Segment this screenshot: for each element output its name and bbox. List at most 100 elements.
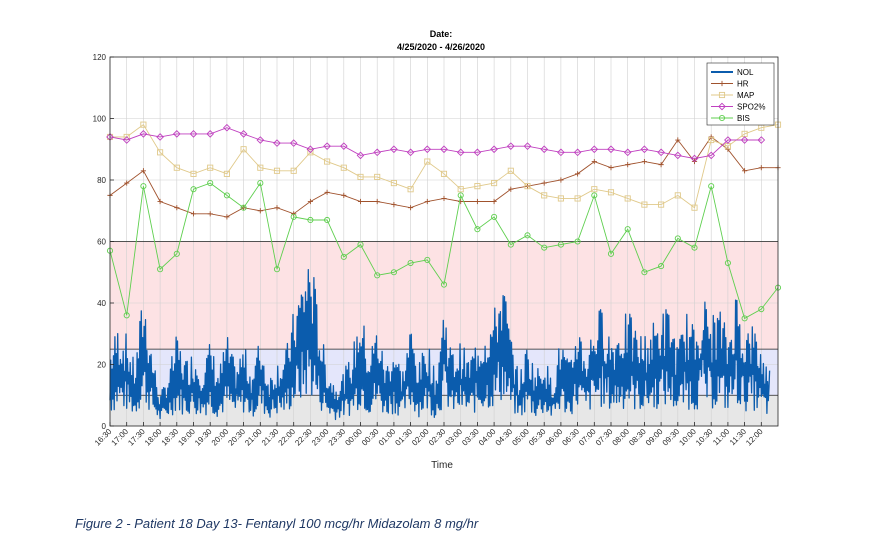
x-tick-label-1900: 19:00 [176,427,197,448]
x-tick-label-0200: 02:00 [410,427,431,448]
point-map-14 [340,164,347,171]
point-spo2-11 [289,139,298,147]
point-map-8 [240,146,247,153]
point-hr-26 [541,180,547,186]
x-tick-label-0700: 07:00 [577,427,598,448]
series-line-bis [109,181,779,320]
point-hr-3 [157,198,163,205]
point-hr-16 [374,198,380,205]
point-spo2-34 [673,151,682,160]
point-hr-39 [758,165,764,171]
legend-box [706,62,775,126]
point-map-16 [374,173,381,180]
point-spo2-28 [573,148,582,157]
point-hr-17 [391,202,397,208]
point-spo2-7 [223,123,231,132]
point-bis-35 [691,244,698,251]
series-map [106,121,782,211]
point-spo2-14 [339,142,348,151]
point-spo2-9 [256,136,265,144]
point-bis-5 [190,186,197,193]
x-tick-label-2130: 21:30 [260,427,281,448]
point-map-18 [407,186,414,193]
x-tick-label-1130: 11:30 [728,427,748,447]
x-tick-label-0130: 01:30 [393,427,414,448]
point-map-35 [691,204,698,211]
point-hr-12 [307,198,313,205]
x-tick-label-0830: 08:30 [627,427,648,448]
point-map-34 [674,192,681,199]
legend-marker-bis [718,114,726,122]
point-hr-14 [341,192,347,198]
point-hr-9 [257,208,263,214]
point-hr-15 [357,198,364,205]
point-map-24 [507,167,514,174]
legend-marker-map [718,91,726,99]
point-spo2-21 [456,148,465,157]
point-bis-38 [741,315,748,322]
y-tick-label-120: 120 [93,53,107,62]
point-bis-19 [424,256,431,264]
point-hr-11 [291,211,297,217]
point-bis-39 [758,306,765,313]
point-hr-38 [742,168,748,174]
x-tick-label-2300: 23:00 [310,427,331,448]
point-spo2-25 [523,142,532,151]
legend-marker-spo2 [718,102,726,111]
series-bis [106,180,782,322]
chart-title-line2: 4/25/2020 - 4/26/2020 [397,42,485,52]
point-spo2-24 [506,142,515,151]
point-hr-34 [675,137,681,143]
point-map-9 [257,164,264,171]
point-map-36 [708,136,715,144]
point-bis-26 [541,244,548,251]
point-hr-10 [274,205,280,211]
point-hr-24 [508,186,514,192]
series-line-map [110,123,779,209]
point-spo2-36 [707,151,716,160]
point-map-15 [357,173,364,180]
point-map-5 [190,170,197,177]
point-bis-15 [357,241,364,248]
point-hr-7 [224,214,230,220]
x-tick-label-1800: 18:00 [143,427,164,448]
point-bis-17 [390,269,397,276]
x-tick-label-1100: 11:00 [711,427,731,447]
point-map-6 [207,164,214,171]
point-map-33 [658,201,665,208]
point-hr-30 [608,165,614,171]
x-tick-label-0430: 04:30 [494,427,515,448]
point-map-17 [390,180,397,187]
point-hr-6 [207,211,213,217]
x-tick-label-1630: 16:30 [93,427,114,448]
point-spo2-18 [406,148,415,157]
point-hr-20 [441,195,447,202]
point-spo2-27 [557,148,565,157]
point-spo2-10 [273,139,281,147]
point-bis-37 [724,259,731,267]
figure-caption: Figure 2 - Patient 18 Day 13- Fentanyl 1… [75,516,479,531]
x-axis-title: Time [431,460,453,471]
x-tick-label-1830: 18:30 [160,427,181,448]
x-tick-label-0530: 05:30 [527,427,548,448]
point-map-22 [474,183,481,190]
point-bis-21 [457,192,464,199]
y-tick-label-20: 20 [97,361,106,370]
point-bis-12 [307,216,314,224]
point-bis-34 [674,235,681,242]
point-bis-29 [591,192,598,199]
point-spo2-37 [724,136,732,144]
point-map-25 [524,183,531,190]
x-tick-label-0230: 02:30 [427,427,448,448]
point-bis-18 [407,259,414,267]
point-spo2-29 [590,145,599,154]
point-bis-4 [173,250,180,257]
y-tick-label-100: 100 [93,115,107,124]
point-bis-1 [123,312,130,319]
point-bis-24 [507,241,514,248]
legend-label-spo2: SPO2% [737,103,765,112]
point-spo2-20 [440,145,448,154]
x-tick-label-1000: 10:00 [677,427,698,448]
point-spo2-38 [740,136,749,144]
x-tick-label-2100: 21:00 [243,427,264,448]
